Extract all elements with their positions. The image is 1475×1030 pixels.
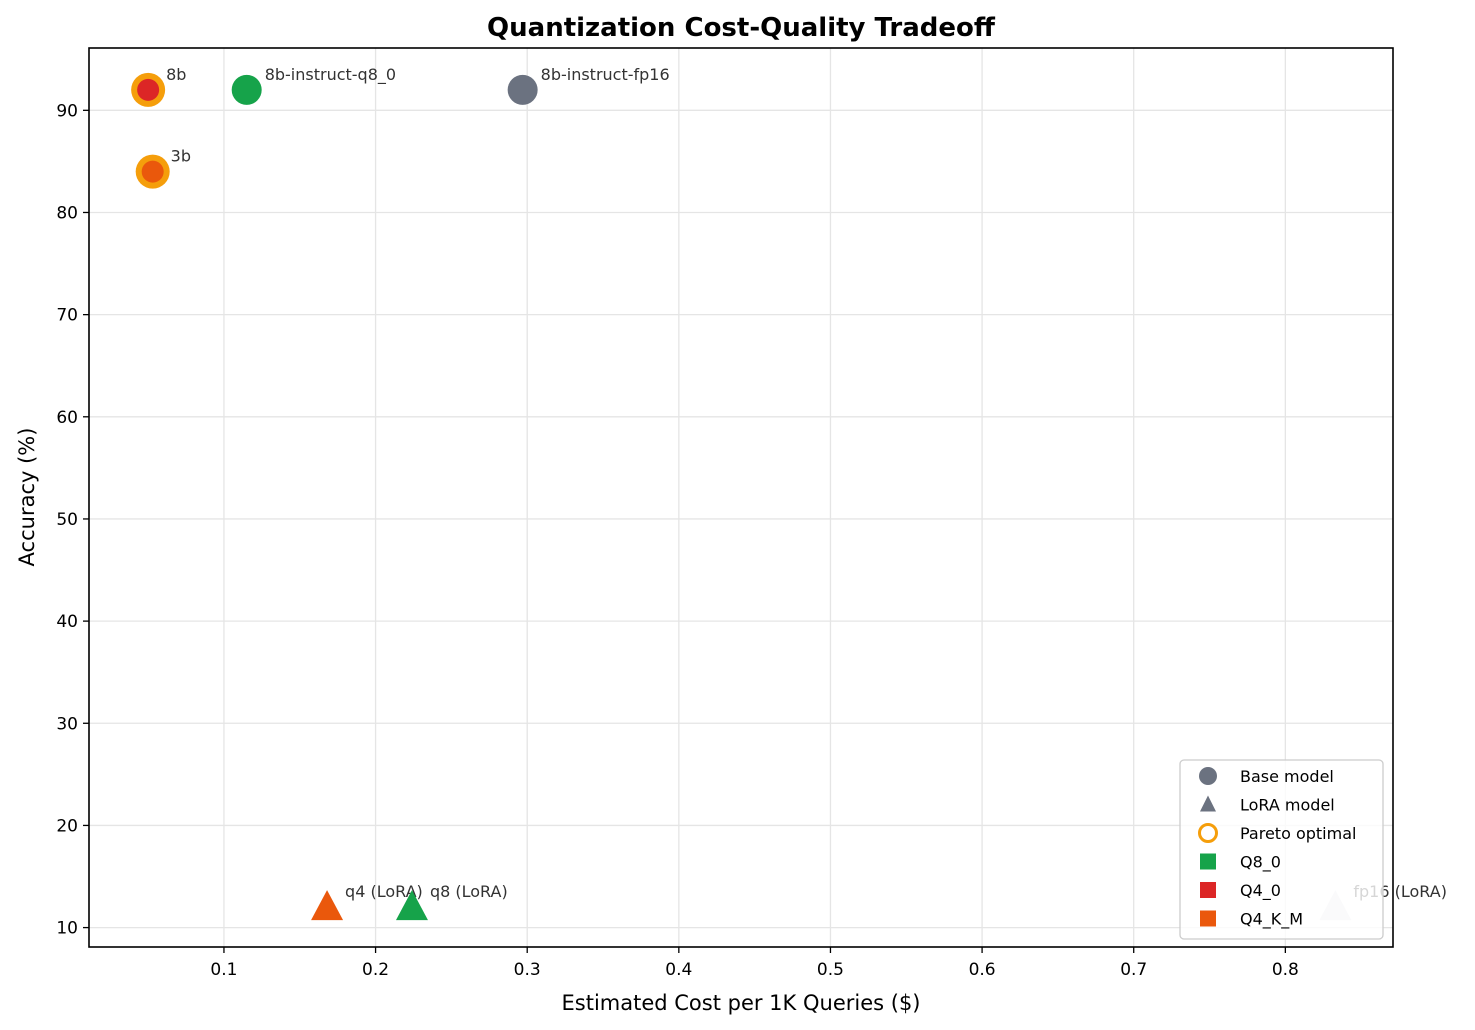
- x-tick-label: 0.8: [1272, 960, 1299, 980]
- legend-label: Q4_K_M: [1240, 910, 1303, 930]
- y-tick-label: 20: [56, 816, 78, 836]
- x-tick-label: 0.3: [514, 960, 541, 980]
- legend-triangle-icon: [1200, 795, 1216, 812]
- data-point: [395, 890, 428, 921]
- x-tick-label: 0.7: [1120, 960, 1147, 980]
- y-tick-label: 60: [56, 408, 78, 428]
- y-tick-label: 70: [56, 306, 78, 326]
- legend-square-icon: [1200, 882, 1216, 898]
- legend: Base model LoRA model Pareto optimal Q8_0 Q4…: [1179, 759, 1384, 940]
- x-tick-label: 0.1: [210, 960, 237, 980]
- point-label: 8b: [166, 65, 186, 84]
- y-tick-label: 30: [56, 714, 78, 734]
- legend-label: Q8_0: [1240, 853, 1281, 873]
- point-label: 8b-instruct-q8_0: [265, 65, 396, 85]
- ticks: 0.1 0.2 0.3 0.4 0.5 0.6 0.7 0.8 10 20 30 40 50 60 70 80…: [56, 101, 1299, 980]
- data-point: [231, 74, 262, 105]
- point-label: q4 (LoRA): [345, 882, 423, 901]
- legend-label: Q4_0: [1240, 881, 1281, 901]
- point-label: 8b-instruct-fp16: [541, 65, 670, 84]
- grid: [89, 48, 1393, 947]
- data-point: [507, 74, 538, 105]
- legend-circle-icon: [1199, 767, 1217, 785]
- y-tick-label: 90: [56, 101, 78, 121]
- y-tick-label: 50: [56, 510, 78, 530]
- legend-box: [1179, 759, 1384, 940]
- data-point: [141, 160, 164, 183]
- x-tick-label: 0.6: [969, 960, 996, 980]
- chart-title: Quantization Cost-Quality Tradeoff: [487, 13, 996, 43]
- y-axis-label: Accuracy (%): [15, 428, 39, 567]
- data-point: [311, 890, 344, 921]
- legend-ring-icon: [1198, 823, 1218, 843]
- y-tick-label: 80: [56, 203, 78, 223]
- y-tick-label: 40: [56, 612, 78, 632]
- legend-label: Base model: [1240, 767, 1334, 786]
- plot-frame: [88, 47, 1394, 948]
- data-point: [137, 78, 160, 101]
- point-label: q8 (LoRA): [430, 882, 508, 901]
- x-tick-label: 0.5: [817, 960, 844, 980]
- legend-square-icon: [1200, 853, 1216, 870]
- x-tick-label: 0.2: [362, 960, 389, 980]
- legend-label: Pareto optimal: [1240, 824, 1356, 843]
- legend-label: LoRA model: [1240, 796, 1335, 815]
- point-label: 3b: [171, 147, 191, 166]
- x-axis-label: Estimated Cost per 1K Queries ($): [562, 991, 921, 1015]
- legend-square-icon: [1200, 910, 1216, 927]
- x-tick-label: 0.4: [665, 960, 692, 980]
- y-tick-label: 10: [56, 919, 78, 939]
